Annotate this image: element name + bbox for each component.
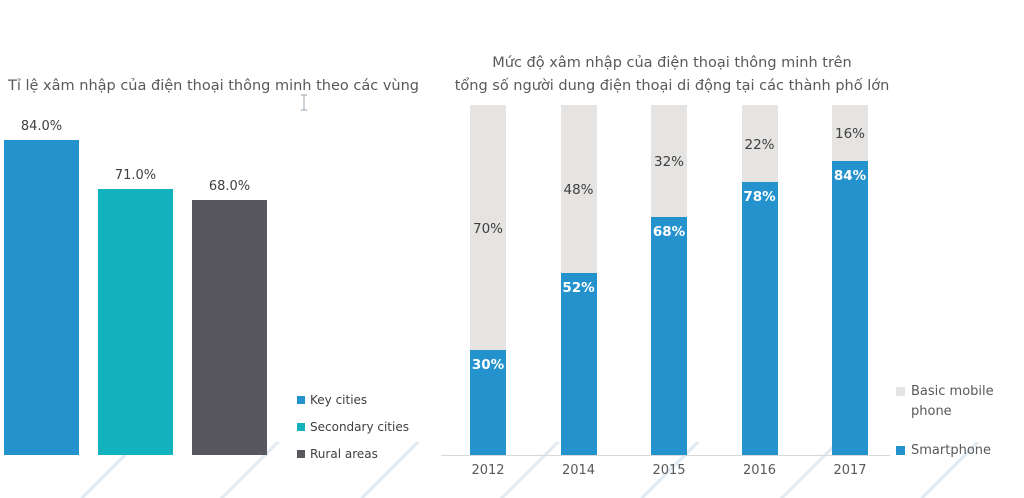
stack-smartphone-2014	[560, 273, 597, 455]
xtick-2015: 2015	[652, 463, 686, 478]
label-smartphone-2017: 84%	[833, 168, 867, 184]
label-basic-mobile-2012: 70%	[472, 220, 503, 237]
legend-swatch-secondary-cities	[297, 423, 305, 431]
bar-rural-areas	[192, 200, 267, 455]
legend-swatch-smartphone	[896, 446, 905, 455]
bar-value-key-cities: 84.0%	[20, 119, 63, 134]
legend-swatch-rural-areas	[297, 450, 305, 458]
legend-item-smartphone: Smartphone	[896, 441, 994, 461]
bar-key-cities	[4, 140, 79, 455]
legend-label-smartphone: Smartphone	[911, 443, 992, 458]
right-chart-title-line1: Mức độ xâm nhập của điện thoại thông min…	[492, 55, 852, 71]
legend-label-rural-areas: Rural areas	[310, 447, 378, 461]
label-smartphone-2012: 30%	[471, 357, 505, 373]
xtick-2012: 2012	[471, 463, 505, 478]
stack-smartphone-2012	[470, 350, 506, 455]
stack-basic-mobile-2012	[470, 105, 506, 350]
left-chart-legend: Key cities Secondary cities Rural areas	[297, 393, 409, 461]
stack-smartphone-2016	[741, 182, 778, 455]
left-chart-title: Tỉ lệ xâm nhập của điện thoại thông minh…	[8, 78, 419, 94]
legend-item-secondary-cities: Secondary cities	[297, 420, 409, 434]
label-basic-mobile-2015: 32%	[653, 154, 684, 170]
label-basic-mobile-2017: 16%	[834, 126, 865, 142]
legend-label-key-cities: Key cities	[310, 393, 368, 407]
legend-item-rural-areas: Rural areas	[297, 447, 409, 461]
right-chart-title-line2: tổng số người dung điện thoại di động tạ…	[454, 77, 890, 94]
xtick-2014: 2014	[561, 463, 596, 478]
stack-smartphone-2017	[832, 161, 868, 455]
label-smartphone-2014: 52%	[562, 280, 595, 296]
x-axis-line	[441, 455, 890, 456]
label-smartphone-2015: 68%	[652, 224, 686, 240]
legend-swatch-basic-mobile-phone	[896, 387, 905, 396]
stack-smartphone-2015	[651, 217, 687, 455]
stack-basic-mobile-2015	[651, 105, 687, 217]
stack-basic-mobile-2017	[832, 105, 868, 161]
xtick-2016: 2016	[742, 463, 777, 478]
text-cursor-icon	[300, 94, 308, 111]
label-basic-mobile-2016: 22%	[744, 136, 775, 153]
stack-basic-mobile-2014	[560, 105, 597, 273]
label-basic-mobile-2014: 48%	[563, 182, 594, 198]
right-chart-title: Mức độ xâm nhập của điện thoại thông min…	[446, 52, 898, 97]
bar-value-rural-areas: 68.0%	[208, 179, 251, 194]
bar-secondary-cities	[98, 188, 173, 455]
stack-basic-mobile-2016	[741, 105, 778, 182]
right-chart-legend: Basic mobile phone Smartphone	[896, 382, 994, 461]
legend-label-basic-mobile-phone: Basic mobile phone	[911, 384, 994, 419]
legend-swatch-key-cities	[297, 396, 305, 404]
legend-label-secondary-cities: Secondary cities	[310, 420, 409, 434]
bar-value-secondary-cities: 71.0%	[114, 167, 157, 183]
legend-item-basic-mobile-phone: Basic mobile phone	[896, 382, 994, 422]
xtick-2017: 2017	[833, 463, 867, 478]
label-smartphone-2016: 78%	[743, 189, 776, 205]
legend-item-key-cities: Key cities	[297, 393, 409, 407]
